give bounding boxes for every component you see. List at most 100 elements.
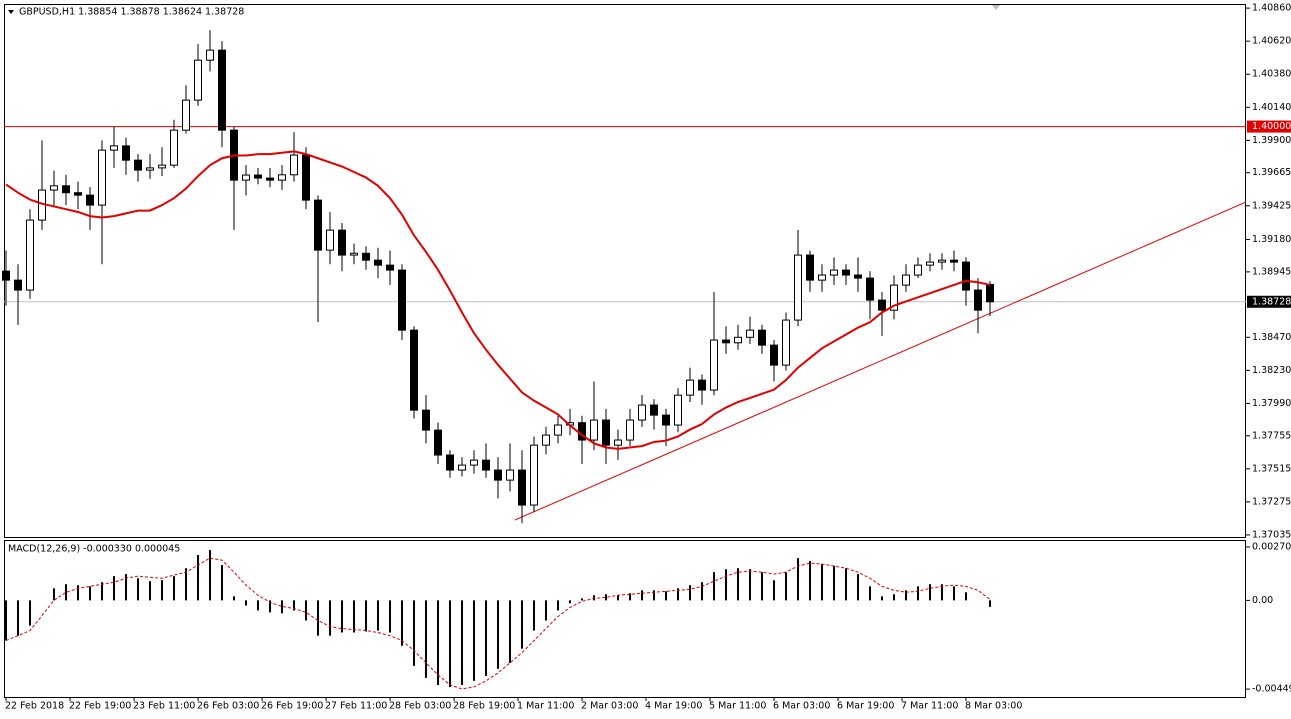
- candle-body: [26, 219, 34, 291]
- y-tick-label: 1.38470: [1252, 332, 1291, 343]
- candle-body: [134, 159, 142, 171]
- level-label-box: [1247, 120, 1291, 133]
- candle-body: [734, 336, 742, 344]
- candle-body: [362, 252, 370, 261]
- candle-body: [218, 49, 226, 131]
- x-tick-label: 8 Mar 03:00: [965, 701, 1022, 712]
- candle-body: [830, 269, 838, 276]
- candle-body: [350, 252, 358, 256]
- y-tick-label: 1.40380: [1252, 69, 1291, 80]
- candle-body: [602, 419, 610, 446]
- candle-body: [374, 259, 382, 266]
- candle-body: [986, 283, 994, 303]
- candle-body: [662, 414, 670, 426]
- indicator-title: MACD(12,26,9) -0.000330 0.000045: [8, 544, 180, 555]
- candle-body: [326, 229, 334, 251]
- candle-body: [410, 329, 418, 411]
- y-tick-label: 1.37515: [1252, 463, 1291, 474]
- candle-body: [614, 439, 622, 446]
- candle-body: [530, 444, 538, 506]
- candle-body: [242, 174, 250, 181]
- signal-line: [5, 557, 991, 690]
- candle-body: [110, 145, 118, 151]
- candle-body: [254, 174, 262, 179]
- candle-body: [182, 99, 190, 131]
- chart-title: GBPUSD,H1 1.38854 1.38878 1.38624 1.3872…: [19, 7, 244, 18]
- menu-triangle[interactable]: [8, 10, 14, 14]
- candle-body: [650, 404, 658, 416]
- x-tick-label: 5 Mar 11:00: [709, 701, 766, 712]
- y-tick-label: 1.38945: [1252, 266, 1291, 277]
- y-tick-label: 1.39425: [1252, 200, 1291, 211]
- candle-body: [62, 185, 70, 194]
- candle-body: [386, 264, 394, 271]
- moving-average: [5, 150, 991, 450]
- x-tick-label: 7 Mar 11:00: [901, 701, 958, 712]
- candle-body: [638, 404, 646, 421]
- candle-body: [950, 259, 958, 263]
- x-tick-label: 23 Feb 11:00: [133, 701, 195, 712]
- candle-body: [902, 274, 910, 286]
- candle-body: [842, 269, 850, 276]
- x-tick-label: 26 Feb 19:00: [261, 701, 323, 712]
- candle-body: [278, 174, 286, 181]
- y-tick-label: 1.40140: [1252, 102, 1291, 113]
- macd-panel: [4, 540, 1246, 698]
- level-label: 1.40000: [1252, 121, 1291, 132]
- shift-marker: [992, 5, 1000, 10]
- price-label: 1.38728: [1252, 296, 1291, 307]
- candle-body: [434, 429, 442, 456]
- candle-body: [170, 129, 178, 166]
- y-tick-label: 1.40620: [1252, 36, 1291, 47]
- y-tick-label: -0.004499: [1252, 684, 1291, 695]
- candle-body: [926, 261, 934, 266]
- candle-body: [446, 454, 454, 471]
- x-tick-label: 27 Feb 11:00: [325, 701, 387, 712]
- candle-body: [50, 185, 58, 191]
- candle-body: [146, 167, 154, 171]
- y-tick-label: 1.38230: [1252, 365, 1291, 376]
- trendline: [514, 201, 1246, 521]
- candle-body: [74, 192, 82, 196]
- candle-body: [746, 329, 754, 338]
- candle-body: [890, 284, 898, 311]
- y-tick-label: 0.00: [1252, 595, 1273, 606]
- candle-body: [482, 459, 490, 471]
- candle-body: [14, 279, 22, 291]
- y-tick-label: 0.002706: [1252, 541, 1291, 552]
- candle-body: [122, 145, 130, 161]
- candle-body: [722, 339, 730, 344]
- candle-body: [506, 469, 514, 481]
- x-tick-label: 6 Mar 03:00: [773, 701, 830, 712]
- candle-body: [422, 409, 430, 431]
- y-tick-label: 1.40860: [1252, 3, 1291, 14]
- candle-body: [338, 229, 346, 256]
- y-tick-label: 1.37990: [1252, 398, 1291, 409]
- x-tick-label: 2 Mar 03:00: [581, 701, 638, 712]
- x-tick-label: 4 Mar 19:00: [645, 701, 702, 712]
- candle-body: [470, 459, 478, 466]
- candle-body: [590, 419, 598, 441]
- candle-body: [770, 344, 778, 366]
- y-tick-label: 1.37755: [1252, 430, 1291, 441]
- candle-body: [2, 270, 10, 281]
- y-tick-label: 1.39900: [1252, 135, 1291, 146]
- candle-body: [914, 264, 922, 276]
- candle-body: [266, 177, 274, 181]
- x-tick-label: 26 Feb 03:00: [197, 701, 259, 712]
- candle-body: [962, 261, 970, 291]
- candle-body: [554, 424, 562, 436]
- x-tick-label: 22 Feb 2018: [5, 701, 64, 712]
- candle-body: [398, 269, 406, 331]
- y-tick-label: 1.39180: [1252, 234, 1291, 245]
- candle-body: [626, 419, 634, 441]
- y-tick-label: 1.39665: [1252, 167, 1291, 178]
- candle-body: [158, 164, 166, 169]
- candle-body: [194, 59, 202, 101]
- candle-body: [710, 339, 718, 391]
- x-tick-label: 6 Mar 19:00: [837, 701, 894, 712]
- candle-body: [806, 254, 814, 281]
- candle-body: [302, 154, 310, 201]
